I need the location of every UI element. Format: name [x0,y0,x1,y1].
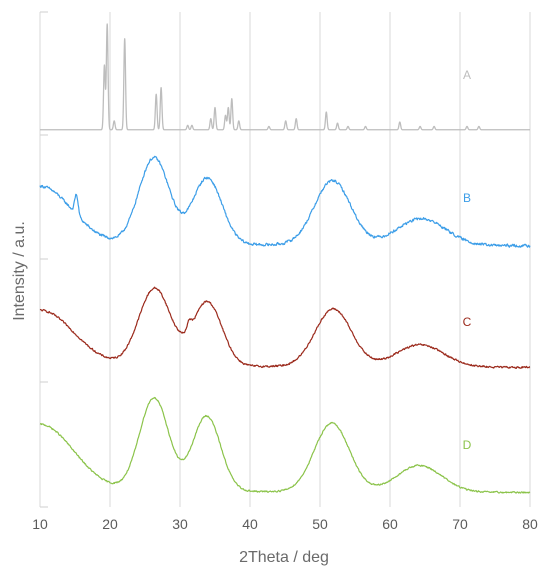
series-label-B: B [463,191,471,205]
x-tick-label: 50 [312,516,328,532]
series-labels: A B C D [463,68,472,452]
series-label-D: D [463,438,472,452]
x-tick-label: 70 [452,516,468,532]
series-line-A [39,23,531,131]
series-line-C [39,286,531,369]
y-axis-title: Intensity / a.u. [11,221,28,321]
x-tick-label: 80 [522,516,538,532]
x-tick-label: 30 [172,516,188,532]
series-label-A: A [463,68,471,82]
series-lines [39,23,531,494]
x-tick-label: 20 [102,516,118,532]
series-label-C: C [463,315,472,329]
series-line-B [39,155,531,248]
x-tick-labels: 10 20 30 40 50 60 70 80 [32,516,538,532]
x-tick-label: 60 [382,516,398,532]
gridlines [39,11,531,508]
x-tick-label: 10 [32,516,48,532]
series-line-D [39,396,531,494]
x-tick-label: 40 [242,516,258,532]
x-axis-title: 2Theta / deg [239,549,329,566]
